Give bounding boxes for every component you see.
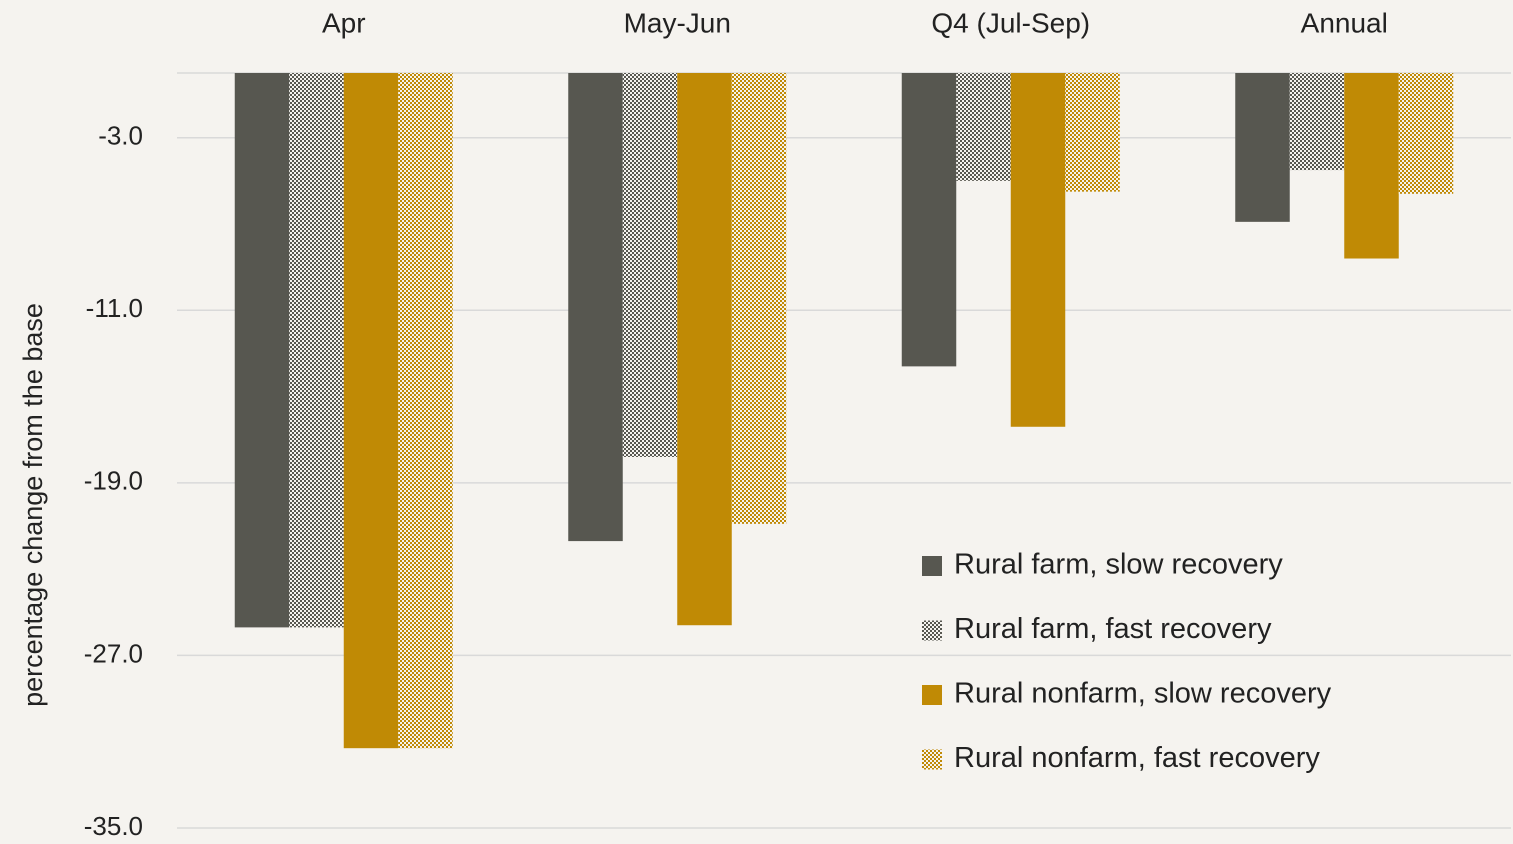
y-axis-label: percentage change from the base <box>18 303 48 707</box>
legend-swatch <box>922 556 942 576</box>
bar <box>289 73 344 628</box>
bar <box>343 73 399 749</box>
x-tick-label: May-Jun <box>624 7 731 38</box>
x-tick-label: Apr <box>322 7 366 38</box>
y-tick-label: -3.0 <box>98 121 143 151</box>
legend-swatch <box>922 749 942 770</box>
y-tick-label: -27.0 <box>84 638 143 668</box>
y-tick-label: -35.0 <box>84 811 143 841</box>
bar <box>622 73 678 457</box>
bar <box>1398 73 1454 194</box>
legend-label: Rural farm, slow recovery <box>954 549 1283 581</box>
bar <box>731 73 787 524</box>
x-tick-label: Q4 (Jul-Sep) <box>931 7 1090 38</box>
bar <box>1289 73 1345 171</box>
bar <box>398 73 453 749</box>
bar <box>1065 73 1120 192</box>
legend-label: Rural nonfarm, fast recovery <box>954 742 1320 774</box>
legend-label: Rural farm, fast recovery <box>954 613 1272 645</box>
y-tick-label: -11.0 <box>86 293 143 323</box>
bar <box>1010 73 1066 427</box>
bar <box>901 73 957 367</box>
legend-swatch <box>922 685 942 705</box>
bar <box>234 73 290 628</box>
bar <box>677 73 732 626</box>
y-tick-label: -19.0 <box>84 466 143 496</box>
bar <box>568 73 623 542</box>
bar <box>1235 73 1290 222</box>
legend-label: Rural nonfarm, slow recovery <box>954 678 1332 710</box>
bar <box>956 73 1011 181</box>
x-tick-label: Annual <box>1301 7 1388 38</box>
legend-swatch <box>922 620 942 641</box>
bar <box>1344 73 1399 259</box>
